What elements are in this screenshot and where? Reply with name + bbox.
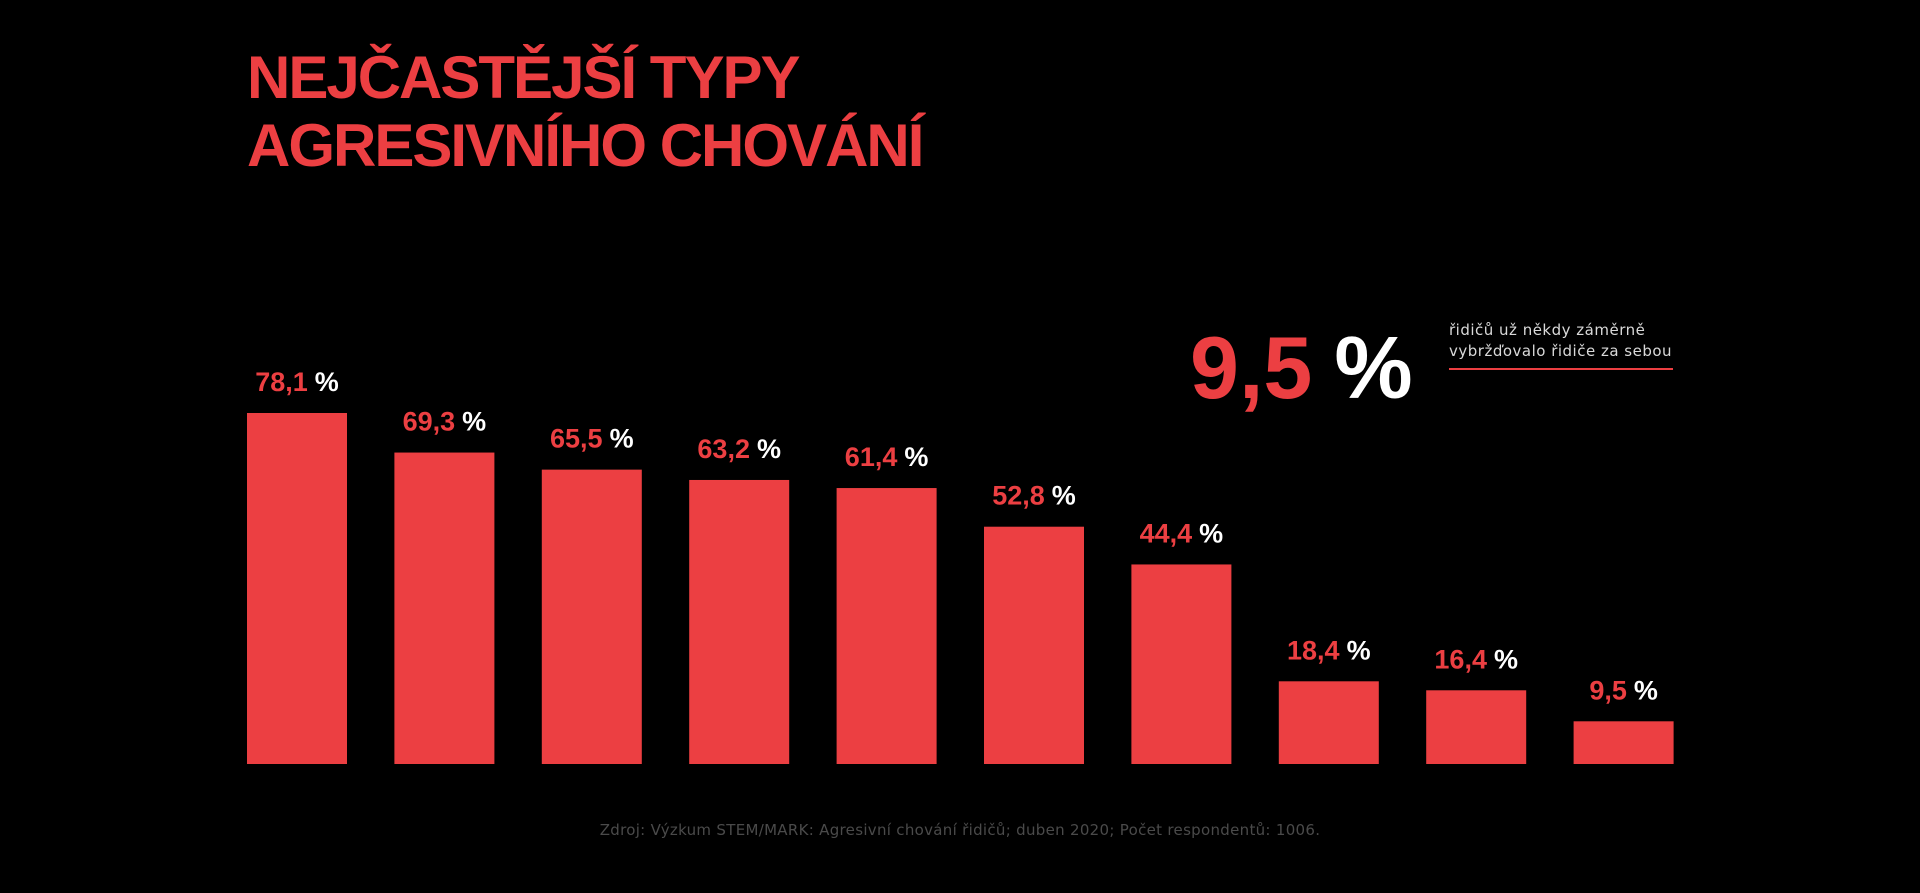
bar-value-number: 65,5 <box>550 424 603 454</box>
highlight-callout: 9,5% řidičů už někdy záměrně vybržďovalo… <box>1190 318 1673 418</box>
title-line-1: NEJČASTĚJŠÍ TYPY <box>247 44 801 111</box>
bar-value-label-1: 78,1% <box>255 367 339 397</box>
bar-value-label-8: 18,4% <box>1287 635 1371 665</box>
bar-value-unit: % <box>904 442 928 472</box>
bar-value-unit: % <box>1052 481 1076 511</box>
bar-1 <box>247 413 347 764</box>
bar-value-label-5: 61,4% <box>845 442 929 472</box>
bar-value-number: 44,4 <box>1140 518 1193 548</box>
source-note: Zdroj: Výzkum STEM/MARK: Agresivní chová… <box>599 821 1321 839</box>
callout-value: 9,5 <box>1190 318 1313 417</box>
bar-value-label-9: 16,4% <box>1434 644 1518 674</box>
callout-unit: % <box>1334 318 1413 417</box>
bar-value-unit: % <box>462 407 486 437</box>
bar-value-label-7: 44,4% <box>1140 518 1224 548</box>
bar-value-label-3: 65,5% <box>550 424 634 454</box>
bar-5 <box>836 488 937 764</box>
bar-value-number: 16,4 <box>1434 644 1487 674</box>
bar-value-unit: % <box>1634 675 1658 705</box>
bar-3 <box>541 469 642 764</box>
bar-value-number: 52,8 <box>992 481 1045 511</box>
title-line-2: AGRESIVNÍHO CHOVÁNÍ <box>247 112 924 179</box>
bar-value-number: 63,2 <box>697 434 750 464</box>
callout-description: řidičů už někdy záměrně vybržďovalo řidi… <box>1449 320 1673 370</box>
bar-value-number: 9,5 <box>1589 675 1627 705</box>
bar-value-number: 78,1 <box>255 367 308 397</box>
bar-10 <box>1573 721 1674 764</box>
bar-value-unit: % <box>315 367 339 397</box>
bar-value-label-2: 69,3% <box>403 407 487 437</box>
bar-value-label-6: 52,8% <box>992 481 1076 511</box>
bar-2 <box>394 452 495 764</box>
bar-6 <box>984 526 1084 764</box>
bar-value-number: 61,4 <box>845 442 898 472</box>
bar-value-number: 69,3 <box>403 407 456 437</box>
bar-value-unit: % <box>757 434 781 464</box>
bar-value-unit: % <box>1347 635 1371 665</box>
bar-value-number: 18,4 <box>1287 635 1340 665</box>
bar-8 <box>1278 681 1379 764</box>
bar-9 <box>1426 690 1527 764</box>
page-title: NEJČASTĚJŠÍ TYPY AGRESIVNÍHO CHOVÁNÍ <box>247 44 924 180</box>
bar-7 <box>1131 564 1232 764</box>
bar-value-unit: % <box>610 424 634 454</box>
bar-value-unit: % <box>1494 644 1518 674</box>
bar-value-label-4: 63,2% <box>697 434 781 464</box>
bar-value-unit: % <box>1199 518 1223 548</box>
bar-value-label-10: 9,5% <box>1589 675 1658 705</box>
bar-4 <box>689 479 790 764</box>
callout-figure: 9,5% <box>1190 318 1413 418</box>
